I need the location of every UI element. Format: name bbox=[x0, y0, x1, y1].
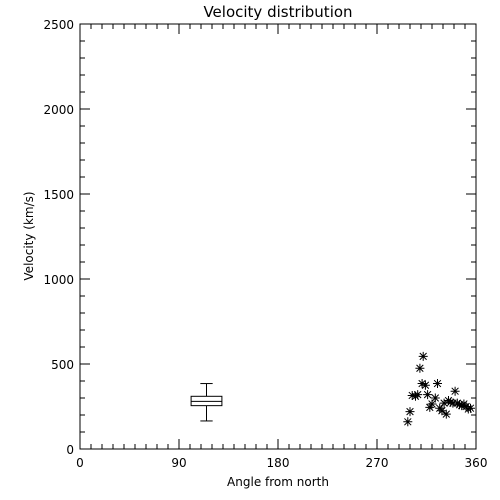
data-point bbox=[418, 351, 428, 361]
data-point bbox=[427, 399, 437, 409]
y-tick-label: 0 bbox=[66, 443, 74, 457]
data-point bbox=[417, 379, 427, 389]
x-axis-label: Angle from north bbox=[227, 475, 329, 489]
x-axis: 0 90 180 270 360 bbox=[76, 24, 487, 470]
boxplot bbox=[190, 383, 223, 422]
y-axis: 0 500 1000 1500 2000 2500 bbox=[43, 18, 476, 457]
data-point bbox=[441, 409, 451, 419]
data-point bbox=[413, 390, 423, 400]
y-tick-label: 1000 bbox=[43, 273, 74, 287]
data-point bbox=[407, 390, 417, 400]
data-point bbox=[403, 417, 413, 427]
y-tick-label: 2000 bbox=[43, 103, 74, 117]
data-point bbox=[425, 402, 435, 412]
chart-title: Velocity distribution bbox=[203, 3, 352, 21]
data-point bbox=[430, 393, 440, 403]
x-tick-label: 0 bbox=[76, 456, 84, 470]
data-point bbox=[405, 407, 415, 417]
data-point bbox=[439, 398, 449, 408]
plot-frame bbox=[79, 23, 477, 450]
data-point bbox=[415, 363, 425, 373]
data-point bbox=[463, 404, 473, 414]
data-point bbox=[450, 386, 460, 396]
data-point bbox=[455, 400, 464, 410]
data-points bbox=[403, 351, 475, 427]
x-tick-label: 90 bbox=[171, 456, 186, 470]
x-tick-label: 360 bbox=[465, 456, 488, 470]
data-point bbox=[466, 403, 475, 413]
y-tick-label: 500 bbox=[51, 358, 74, 372]
data-point bbox=[446, 397, 456, 407]
data-point bbox=[420, 380, 430, 390]
data-point bbox=[437, 406, 447, 416]
x-tick-label: 180 bbox=[267, 456, 290, 470]
data-point bbox=[433, 379, 442, 389]
y-tick-label: 2500 bbox=[43, 18, 74, 32]
y-tick-label: 1500 bbox=[43, 188, 74, 202]
x-tick-label: 270 bbox=[366, 456, 389, 470]
y-axis-label: Velocity (km/s) bbox=[22, 191, 36, 280]
data-point bbox=[423, 390, 433, 400]
